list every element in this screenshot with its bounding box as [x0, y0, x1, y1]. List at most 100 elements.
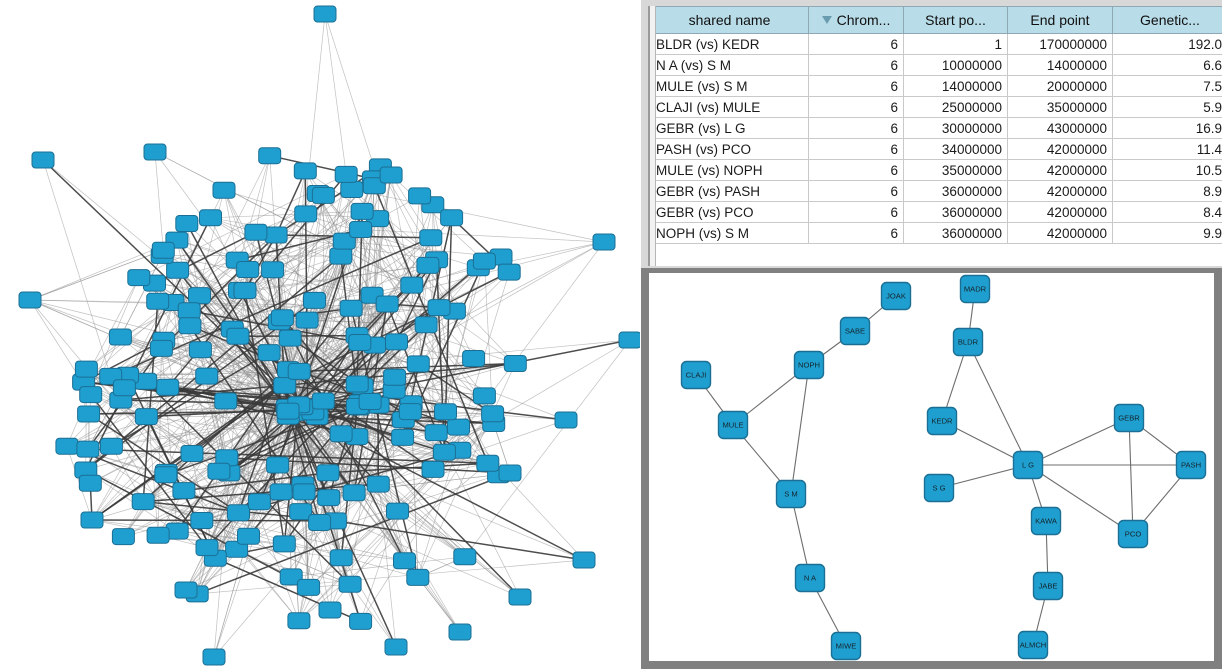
subnetwork-edge[interactable]	[967, 341, 1029, 466]
full-network-node[interactable]	[345, 375, 369, 393]
full-network-node[interactable]	[77, 405, 101, 423]
full-network-node[interactable]	[448, 623, 472, 641]
subnetwork-edge[interactable]	[790, 364, 810, 495]
full-network-node[interactable]	[294, 205, 318, 223]
full-network-node[interactable]	[226, 327, 250, 345]
full-network-node[interactable]	[383, 368, 407, 386]
full-network-node[interactable]	[233, 282, 257, 299]
full-network-node[interactable]	[349, 221, 373, 238]
table-row[interactable]: MULE (vs) NOPH 6 35000000 42000000 10.5	[650, 159, 1222, 181]
full-network-node[interactable]	[156, 378, 180, 396]
full-network-node[interactable]	[440, 209, 464, 227]
full-network-node[interactable]	[134, 408, 158, 426]
full-network-node[interactable]	[432, 443, 456, 461]
full-network-node[interactable]	[207, 462, 231, 480]
full-network-node[interactable]	[287, 612, 311, 630]
subnetwork-node[interactable]: MADR	[959, 274, 991, 304]
full-network-node[interactable]	[227, 504, 250, 522]
full-network-node[interactable]	[379, 166, 403, 184]
full-network-node[interactable]	[406, 355, 430, 373]
subnetwork-node[interactable]: JABE	[1032, 571, 1064, 601]
full-network-node[interactable]	[424, 424, 448, 442]
subnetwork-node[interactable]: MIWE	[830, 631, 862, 661]
subnetwork-graph[interactable]: CLAJI MULE NOPH SABE JOAK S M N A MIWE MADR BLDR K…	[649, 273, 1214, 661]
full-network-node[interactable]	[427, 299, 451, 317]
full-network-node[interactable]	[350, 202, 374, 220]
full-network-node[interactable]	[406, 568, 430, 586]
full-network-node[interactable]	[99, 437, 123, 455]
full-network-node[interactable]	[180, 445, 204, 462]
full-network-node[interactable]	[166, 261, 190, 279]
full-network-node[interactable]	[391, 428, 415, 446]
table-row[interactable]: GEBR (vs) PCO 6 36000000 42000000 8.4	[650, 201, 1222, 223]
full-network-node[interactable]	[340, 181, 364, 198]
full-network-node[interactable]	[257, 344, 281, 362]
full-network-node[interactable]	[112, 379, 136, 397]
table-row[interactable]: BLDR (vs) KEDR 6 1 170000000 192.0	[650, 33, 1222, 55]
full-network-node[interactable]	[366, 475, 390, 493]
subnetwork-edge[interactable]	[1128, 417, 1134, 535]
full-network-node[interactable]	[270, 309, 294, 327]
full-network-node[interactable]	[177, 302, 201, 320]
subnetwork-edge[interactable]	[1027, 417, 1130, 466]
full-network-node[interactable]	[618, 331, 640, 349]
full-network-node[interactable]	[416, 256, 440, 274]
subnetwork-node[interactable]: S M	[775, 479, 807, 509]
full-network-node[interactable]	[172, 482, 196, 500]
full-network-node[interactable]	[481, 405, 505, 423]
full-network-node[interactable]	[338, 575, 362, 593]
full-network-node[interactable]	[462, 350, 486, 367]
full-network-node[interactable]	[414, 316, 438, 334]
full-network-node[interactable]	[339, 299, 363, 317]
full-network-node[interactable]	[108, 328, 132, 346]
full-network-node[interactable]	[269, 483, 293, 501]
full-network-node[interactable]	[334, 165, 358, 183]
full-network-node[interactable]	[279, 568, 303, 586]
full-network-node[interactable]	[308, 514, 332, 531]
full-network-node[interactable]	[384, 638, 408, 656]
full-network-node[interactable]	[237, 527, 260, 545]
table-row[interactable]: PASH (vs) PCO 6 34000000 42000000 11.4	[650, 138, 1222, 160]
subnetwork-node[interactable]: KEDR	[926, 406, 958, 436]
full-network-node[interactable]	[202, 648, 226, 666]
full-network-node[interactable]	[151, 241, 175, 259]
full-network-node[interactable]	[498, 464, 522, 482]
column-header-start-point[interactable]: Start po...	[903, 6, 1008, 34]
table-row[interactable]: MULE (vs) S M 6 14000000 20000000 7.5	[650, 75, 1222, 97]
subnetwork-node[interactable]: L G	[1012, 450, 1044, 480]
full-network-node[interactable]	[317, 489, 341, 507]
subnetwork-canvas[interactable]: CLAJI MULE NOPH SABE JOAK S M N A MIWE MADR BLDR K…	[649, 273, 1214, 661]
full-network-node[interactable]	[311, 392, 335, 410]
column-header-end-point[interactable]: End point	[1007, 6, 1113, 34]
table-row[interactable]: CLAJI (vs) MULE 6 25000000 35000000 5.9	[650, 96, 1222, 118]
full-network-node[interactable]	[358, 393, 382, 410]
full-network-node[interactable]	[174, 581, 198, 599]
full-network-node[interactable]	[508, 588, 532, 606]
full-network-node[interactable]	[225, 540, 249, 558]
full-network-node[interactable]	[554, 411, 578, 429]
subnetwork-node[interactable]: ALMCH	[1017, 630, 1049, 660]
full-network-node[interactable]	[190, 512, 214, 529]
full-network-node[interactable]	[572, 551, 596, 569]
full-network-node[interactable]	[303, 291, 326, 309]
full-network-node[interactable]	[398, 403, 422, 421]
full-network-node[interactable]	[349, 612, 373, 630]
full-network-node[interactable]	[292, 483, 316, 501]
full-network-node[interactable]	[258, 147, 282, 165]
full-network-node[interactable]	[419, 229, 443, 247]
full-network-panel[interactable]	[0, 0, 640, 669]
full-network-node[interactable]	[342, 484, 366, 502]
full-network-node[interactable]	[74, 360, 98, 378]
full-network-node[interactable]	[316, 464, 340, 482]
full-network-node[interactable]	[311, 186, 335, 204]
full-network-node[interactable]	[434, 403, 457, 421]
full-network-node[interactable]	[348, 334, 372, 351]
full-network-node[interactable]	[55, 437, 79, 455]
subnetwork-node[interactable]: S G	[923, 473, 955, 503]
full-network-node[interactable]	[472, 252, 496, 270]
subnetwork-node[interactable]: MULE	[717, 410, 749, 440]
subnetwork-node[interactable]: SABE	[839, 316, 871, 346]
full-network-node[interactable]	[400, 276, 424, 294]
full-network-node[interactable]	[80, 511, 104, 529]
full-network-node[interactable]	[146, 292, 170, 310]
